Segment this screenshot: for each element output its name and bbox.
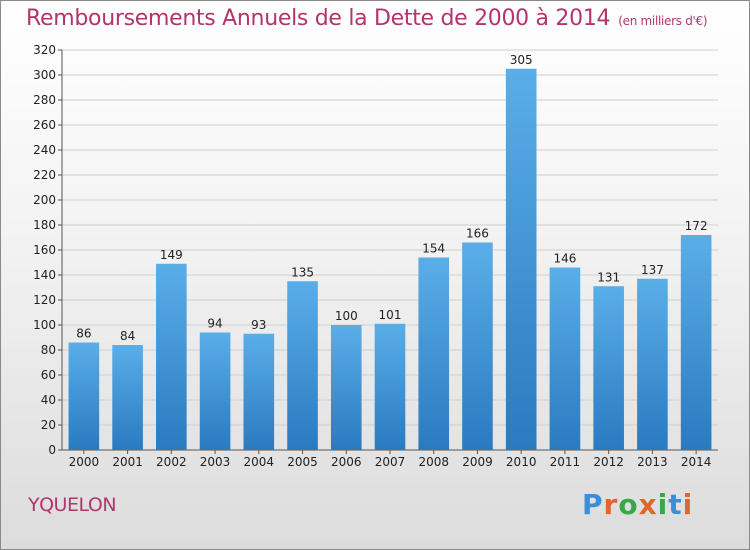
x-tick-label: 2001 xyxy=(112,455,143,469)
value-label-2007: 101 xyxy=(379,308,402,322)
bar-2010 xyxy=(505,68,537,450)
title-subtitle: (en milliers d'€) xyxy=(618,14,708,28)
y-tick-label: 60 xyxy=(41,368,56,382)
x-tick-label: 2009 xyxy=(462,455,493,469)
x-tick-label: 2011 xyxy=(550,455,581,469)
y-tick-label: 280 xyxy=(33,93,56,107)
x-tick-label: 2008 xyxy=(418,455,449,469)
bar-2001 xyxy=(112,345,143,450)
x-tick-label: 2000 xyxy=(69,455,100,469)
x-tick-label: 2007 xyxy=(375,455,406,469)
y-tick-label: 100 xyxy=(33,318,56,332)
title-main: Remboursements Annuels de la Dette de 20… xyxy=(26,6,611,31)
logo-letter: x xyxy=(638,488,658,521)
bar-2006 xyxy=(330,325,362,450)
y-tick-label: 180 xyxy=(33,218,56,232)
y-tick-label: 220 xyxy=(33,168,56,182)
x-tick-label: 2006 xyxy=(331,455,362,469)
bar-2004 xyxy=(243,333,275,450)
chart-title: Remboursements Annuels de la Dette de 20… xyxy=(26,6,708,31)
logo-letter: t xyxy=(668,488,683,521)
value-label-2010: 305 xyxy=(510,53,533,67)
x-tick-label: 2010 xyxy=(506,455,537,469)
bar-2009 xyxy=(462,242,493,450)
value-label-2003: 94 xyxy=(207,317,222,331)
value-label-2000: 86 xyxy=(76,327,91,341)
y-tick-label: 40 xyxy=(41,393,56,407)
value-label-2005: 135 xyxy=(291,265,314,279)
commune-name: YQUELON xyxy=(28,494,117,516)
logo-letter: P xyxy=(582,488,604,521)
bar-2003 xyxy=(199,332,231,450)
x-tick-label: 2014 xyxy=(681,455,712,469)
x-tick-label: 2002 xyxy=(156,455,187,469)
value-label-2009: 166 xyxy=(466,227,489,241)
y-tick-label: 160 xyxy=(33,243,56,257)
logo-letter: i xyxy=(657,488,669,521)
y-tick-label: 260 xyxy=(33,118,56,132)
logo-letter: i xyxy=(682,488,694,521)
y-tick-label: 0 xyxy=(48,443,56,457)
y-tick-label: 80 xyxy=(41,343,56,357)
labels: 0 20 40 60 80 100 120 140 160 180 200 220 240 260 280 3… xyxy=(33,43,711,469)
value-label-2011: 146 xyxy=(553,252,576,266)
bar-2013 xyxy=(637,278,668,450)
bar-2008 xyxy=(418,257,450,450)
y-tick-label: 300 xyxy=(33,68,56,82)
y-tick-label: 320 xyxy=(33,43,56,57)
logo-letter: r xyxy=(603,488,619,521)
value-label-2001: 84 xyxy=(120,329,135,343)
value-label-2012: 131 xyxy=(597,270,620,284)
logo-letter: o xyxy=(618,488,639,521)
value-label-2006: 100 xyxy=(335,309,358,323)
value-label-2013: 137 xyxy=(641,263,664,277)
x-tick-label: 2004 xyxy=(244,455,275,469)
x-tick-label: 2003 xyxy=(200,455,231,469)
x-tick-label: 2012 xyxy=(593,455,624,469)
bar-2012 xyxy=(593,286,624,450)
value-label-2004: 93 xyxy=(251,318,266,332)
x-tick-label: 2013 xyxy=(637,455,668,469)
y-tick-label: 120 xyxy=(33,293,56,307)
bar-2011 xyxy=(549,267,581,450)
y-tick-label: 20 xyxy=(41,418,56,432)
value-label-2002: 149 xyxy=(160,248,183,262)
proxiti-logo: Proxiti xyxy=(582,488,693,521)
x-tick-label: 2005 xyxy=(287,455,318,469)
y-tick-label: 200 xyxy=(33,193,56,207)
value-label-2014: 172 xyxy=(685,219,708,233)
bar-2000 xyxy=(68,342,100,450)
y-tick-label: 240 xyxy=(33,143,56,157)
bar-2005 xyxy=(287,281,318,450)
bar-2014 xyxy=(680,235,712,450)
bar-2002 xyxy=(156,263,187,450)
y-tick-label: 140 xyxy=(33,268,56,282)
bar-2007 xyxy=(374,323,406,450)
bars xyxy=(68,68,712,450)
value-label-2008: 154 xyxy=(422,242,445,256)
